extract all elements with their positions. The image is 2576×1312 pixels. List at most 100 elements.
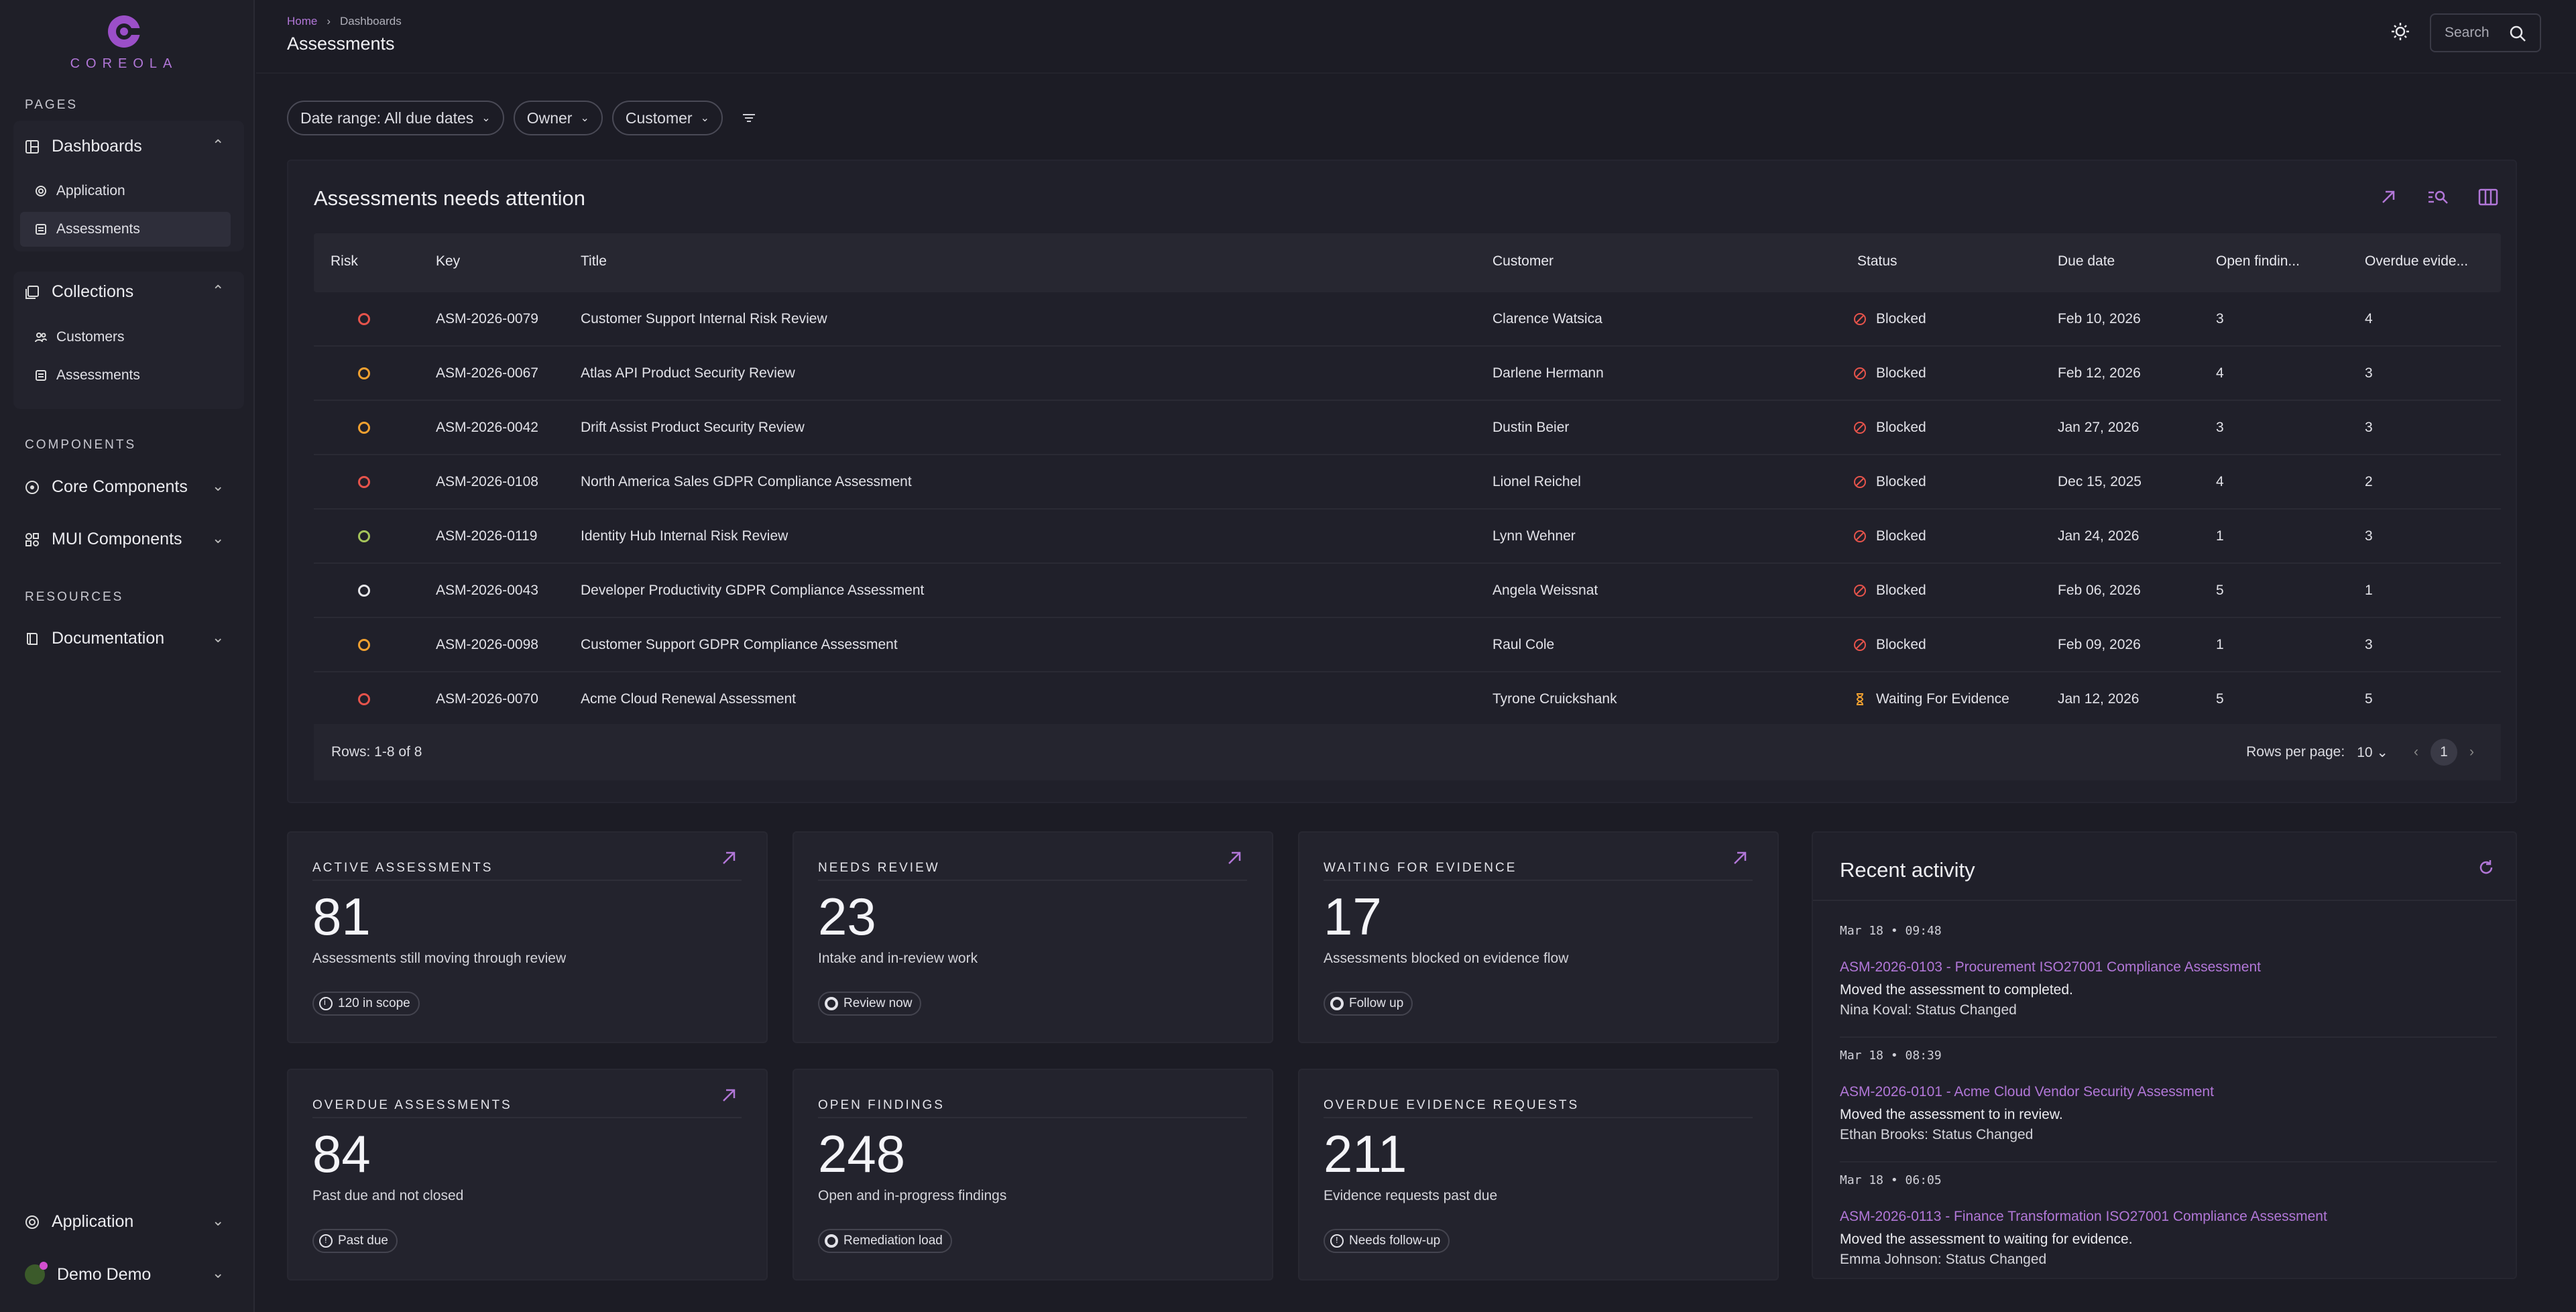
- page-button[interactable]: 1: [2431, 739, 2457, 766]
- page-title: Assessments: [287, 34, 395, 54]
- book-icon: [27, 632, 38, 645]
- nav-core-components[interactable]: Core Components: [25, 477, 188, 497]
- table-title: Assessments needs attention: [314, 186, 585, 210]
- rows-per-page-label: Rows per page:: [2246, 744, 2345, 760]
- activity-divider: [1813, 900, 2516, 901]
- cell-customer: Dustin Beier: [1492, 420, 1570, 435]
- col-header-due-date[interactable]: Due date: [2058, 253, 2115, 269]
- assessments-icon: [36, 370, 46, 381]
- cell-overdue-evidence: 1: [2365, 583, 2373, 598]
- activity-link[interactable]: ASM-2026-0101 - Acme Cloud Vendor Securi…: [1840, 1084, 2214, 1099]
- table-row[interactable]: ASM-2026-0108 North America Sales GDPR C…: [314, 455, 2501, 510]
- kpi-value: 17: [1324, 887, 1382, 946]
- activity-separator: [1840, 1161, 2497, 1162]
- kpi-label: OVERDUE EVIDENCE REQUESTS: [1324, 1098, 1580, 1112]
- table-row[interactable]: ASM-2026-0119 Identity Hub Internal Risk…: [314, 510, 2501, 564]
- next-page-icon[interactable]: ›: [2469, 744, 2474, 760]
- activity-message: Moved the assessment to waiting for evid…: [1840, 1232, 2133, 1247]
- info-icon: [319, 997, 333, 1010]
- customer-filter[interactable]: Customer ⌄: [611, 101, 723, 135]
- theme-toggle-sun-icon[interactable]: [2390, 21, 2410, 42]
- chevron-down-icon[interactable]: ⌄: [212, 1212, 225, 1229]
- chevron-down-icon[interactable]: ⌄: [212, 477, 225, 494]
- open-link-arrow-icon[interactable]: [2379, 188, 2398, 206]
- kpi-label: NEEDS REVIEW: [818, 861, 940, 875]
- prev-page-icon[interactable]: ‹: [2414, 744, 2418, 760]
- date-range-filter[interactable]: Date range: All due dates ⌄: [287, 101, 504, 135]
- col-header-status[interactable]: Status: [1857, 253, 1897, 269]
- user-menu[interactable]: Demo Demo: [25, 1262, 151, 1285]
- cell-due-date: Feb 09, 2026: [2058, 637, 2141, 652]
- nav-sub-application[interactable]: Application: [20, 174, 231, 208]
- risk-indicator: [358, 639, 370, 651]
- nav-dashboards[interactable]: Dashboards: [25, 137, 142, 156]
- chevron-down-icon[interactable]: ⌄: [212, 629, 225, 646]
- table-row[interactable]: ASM-2026-0070 Acme Cloud Renewal Assessm…: [314, 672, 2501, 727]
- col-header-customer[interactable]: Customer: [1492, 253, 1554, 269]
- activity-time: Mar 18 • 09:48: [1840, 924, 1942, 938]
- nav-sub-customers[interactable]: Customers: [20, 320, 231, 355]
- nav-sub-customers-label: Customers: [56, 329, 125, 345]
- owner-filter[interactable]: Owner ⌄: [513, 101, 603, 135]
- cell-customer: Angela Weissnat: [1492, 583, 1598, 598]
- header-divider: [256, 72, 2576, 74]
- nav-collections[interactable]: Collections: [25, 282, 133, 302]
- kpi-value: 84: [312, 1124, 371, 1183]
- kpi-value: 248: [818, 1124, 906, 1183]
- chevron-down-icon: ⌄: [700, 113, 709, 124]
- brand-logo[interactable]: COREOLA: [0, 13, 248, 72]
- chevron-down-icon[interactable]: ⌄: [212, 530, 225, 546]
- cell-status: Blocked: [1876, 583, 1926, 598]
- open-link-arrow-icon[interactable]: [721, 1087, 737, 1104]
- activity-link[interactable]: ASM-2026-0113 - Finance Transformation I…: [1840, 1209, 2327, 1224]
- col-header-overdue-evidence[interactable]: Overdue evide...: [2365, 253, 2469, 269]
- brand-name: COREOLA: [70, 56, 178, 71]
- col-header-key[interactable]: Key: [436, 253, 461, 269]
- cell-overdue-evidence: 4: [2365, 311, 2373, 326]
- filter-search-icon[interactable]: [2427, 188, 2449, 206]
- sort-icon[interactable]: [740, 109, 758, 127]
- kpi-divider: [312, 880, 742, 881]
- table-row[interactable]: ASM-2026-0043 Developer Productivity GDP…: [314, 564, 2501, 618]
- nav-sub-assessments[interactable]: Assessments: [20, 212, 231, 247]
- col-header-title[interactable]: Title: [581, 253, 607, 269]
- nav-documentation[interactable]: Documentation: [25, 629, 164, 648]
- nav-sub-collection-assessments[interactable]: Assessments: [20, 358, 231, 393]
- cell-title: Acme Cloud Renewal Assessment: [581, 691, 796, 707]
- breadcrumb-separator-icon: ›: [327, 15, 331, 27]
- chevron-down-icon: ⌄: [580, 113, 589, 124]
- refresh-icon[interactable]: [2477, 858, 2496, 877]
- customers-icon: [35, 333, 47, 343]
- breadcrumb-home[interactable]: Home: [287, 15, 318, 27]
- risk-indicator: [358, 585, 370, 597]
- open-link-arrow-icon[interactable]: [1732, 850, 1748, 866]
- kpi-badge: 120 in scope: [312, 992, 420, 1016]
- activity-link[interactable]: ASM-2026-0103 - Procurement ISO27001 Com…: [1840, 959, 2261, 975]
- rows-per-page-select[interactable]: 10 ⌄: [2357, 744, 2388, 760]
- cell-customer: Darlene Hermann: [1492, 365, 1604, 381]
- owner-filter-label: Owner: [526, 109, 573, 127]
- breadcrumb: Home › Dashboards: [287, 15, 402, 28]
- col-header-risk[interactable]: Risk: [331, 253, 358, 269]
- app-switcher[interactable]: Application: [25, 1212, 133, 1232]
- customer-filter-label: Customer: [625, 109, 693, 127]
- cell-due-date: Feb 06, 2026: [2058, 583, 2141, 598]
- table-row[interactable]: ASM-2026-0067 Atlas API Product Security…: [314, 347, 2501, 401]
- columns-icon[interactable]: [2478, 188, 2498, 206]
- chevron-up-icon[interactable]: ⌃: [212, 282, 225, 299]
- blocked-icon: [1854, 367, 1866, 379]
- activity-time: Mar 18 • 06:05: [1840, 1173, 1942, 1187]
- open-link-arrow-icon[interactable]: [721, 850, 737, 866]
- chevron-down-icon[interactable]: ⌄: [212, 1264, 225, 1281]
- open-link-arrow-icon[interactable]: [1226, 850, 1242, 866]
- col-header-open-findings[interactable]: Open findin...: [2216, 253, 2300, 269]
- cell-overdue-evidence: 3: [2365, 528, 2373, 544]
- cell-key: ASM-2026-0098: [436, 637, 538, 652]
- hourglass-icon: [1856, 693, 1864, 705]
- table-row[interactable]: ASM-2026-0098 Customer Support GDPR Comp…: [314, 618, 2501, 672]
- table-row[interactable]: ASM-2026-0079 Customer Support Internal …: [314, 292, 2501, 347]
- nav-mui-components[interactable]: MUI Components: [25, 530, 182, 549]
- search-input[interactable]: Search: [2430, 13, 2541, 52]
- cell-status: Blocked: [1876, 311, 1926, 326]
- table-row[interactable]: ASM-2026-0042 Drift Assist Product Secur…: [314, 401, 2501, 455]
